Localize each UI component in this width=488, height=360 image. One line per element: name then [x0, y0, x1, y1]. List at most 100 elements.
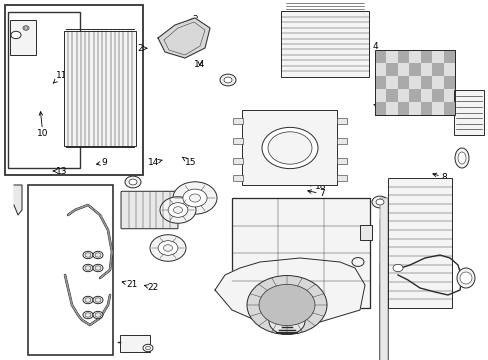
FancyBboxPatch shape	[121, 191, 178, 229]
Circle shape	[183, 189, 207, 207]
Bar	[336, 175, 346, 181]
Text: 12: 12	[129, 176, 141, 188]
Circle shape	[220, 74, 236, 86]
Bar	[242, 110, 336, 185]
Circle shape	[95, 313, 101, 317]
Circle shape	[371, 196, 387, 208]
Bar	[10, 20, 36, 55]
Circle shape	[24, 27, 27, 29]
Circle shape	[83, 311, 93, 319]
Text: 21: 21	[122, 280, 137, 289]
Circle shape	[268, 308, 305, 334]
Bar	[386, 89, 397, 102]
Text: 10: 10	[37, 112, 49, 138]
Bar	[443, 50, 454, 63]
Circle shape	[173, 182, 217, 214]
Circle shape	[145, 346, 150, 350]
Bar	[281, 12, 368, 77]
Circle shape	[173, 207, 182, 213]
Circle shape	[168, 203, 187, 217]
Bar	[374, 50, 386, 63]
Bar	[379, 198, 387, 360]
Text: 15: 15	[182, 157, 196, 167]
Circle shape	[351, 258, 363, 266]
Text: 7: 7	[307, 189, 324, 198]
Bar	[379, 219, 387, 360]
Bar	[374, 76, 386, 89]
Text: 5: 5	[428, 73, 443, 82]
Bar	[420, 50, 431, 63]
Circle shape	[392, 264, 402, 272]
Bar	[420, 76, 431, 89]
Ellipse shape	[456, 268, 474, 288]
Bar	[379, 284, 387, 360]
Bar	[397, 102, 408, 115]
Bar	[397, 50, 408, 63]
Bar	[379, 263, 387, 360]
Circle shape	[93, 264, 103, 272]
Bar	[232, 175, 243, 181]
Text: 19: 19	[277, 255, 304, 264]
Bar	[387, 178, 451, 308]
Bar	[374, 102, 386, 115]
Circle shape	[85, 313, 91, 317]
Text: 18: 18	[307, 182, 326, 191]
Circle shape	[150, 235, 185, 261]
Circle shape	[93, 311, 103, 319]
Bar	[232, 138, 243, 144]
Text: 2: 2	[137, 44, 146, 53]
Text: 2: 2	[390, 215, 400, 224]
Circle shape	[246, 275, 326, 334]
Bar	[408, 63, 420, 76]
Circle shape	[93, 296, 103, 304]
Bar	[232, 118, 243, 124]
Bar	[386, 63, 397, 76]
Bar	[397, 76, 408, 89]
Circle shape	[95, 253, 101, 257]
Circle shape	[11, 31, 21, 39]
Circle shape	[160, 197, 196, 223]
Bar	[336, 118, 346, 124]
Circle shape	[189, 194, 200, 202]
Text: 14: 14	[194, 60, 205, 69]
Text: 6: 6	[316, 121, 332, 130]
Text: 14: 14	[373, 103, 387, 112]
Text: 4: 4	[362, 42, 378, 51]
Circle shape	[83, 264, 93, 272]
Polygon shape	[215, 258, 364, 325]
Circle shape	[93, 251, 103, 259]
Bar	[453, 90, 483, 135]
Text: 13: 13	[53, 166, 68, 175]
Text: 14: 14	[147, 158, 162, 167]
Circle shape	[259, 284, 314, 325]
Circle shape	[85, 266, 91, 270]
Bar	[5, 5, 142, 175]
Bar	[120, 335, 150, 352]
Text: 11: 11	[53, 71, 67, 83]
Text: 22: 22	[144, 284, 159, 292]
Circle shape	[129, 179, 137, 185]
Bar	[379, 241, 387, 360]
Text: 1: 1	[284, 206, 300, 215]
Text: 8: 8	[432, 173, 446, 181]
Text: 9: 9	[96, 158, 107, 167]
Bar	[443, 76, 454, 89]
Ellipse shape	[454, 148, 468, 168]
Text: 16: 16	[164, 191, 176, 199]
Circle shape	[83, 251, 93, 259]
Bar	[431, 89, 443, 102]
Text: 17: 17	[286, 161, 307, 169]
Ellipse shape	[457, 152, 465, 164]
Bar	[231, 198, 369, 308]
Circle shape	[23, 26, 29, 30]
Circle shape	[83, 296, 93, 304]
Circle shape	[375, 199, 383, 205]
Bar	[64, 31, 136, 145]
Circle shape	[85, 253, 91, 257]
Bar	[374, 50, 454, 115]
Polygon shape	[14, 185, 22, 215]
Bar	[374, 50, 454, 115]
Circle shape	[125, 176, 141, 188]
Circle shape	[262, 127, 317, 168]
Text: 2: 2	[189, 15, 198, 24]
